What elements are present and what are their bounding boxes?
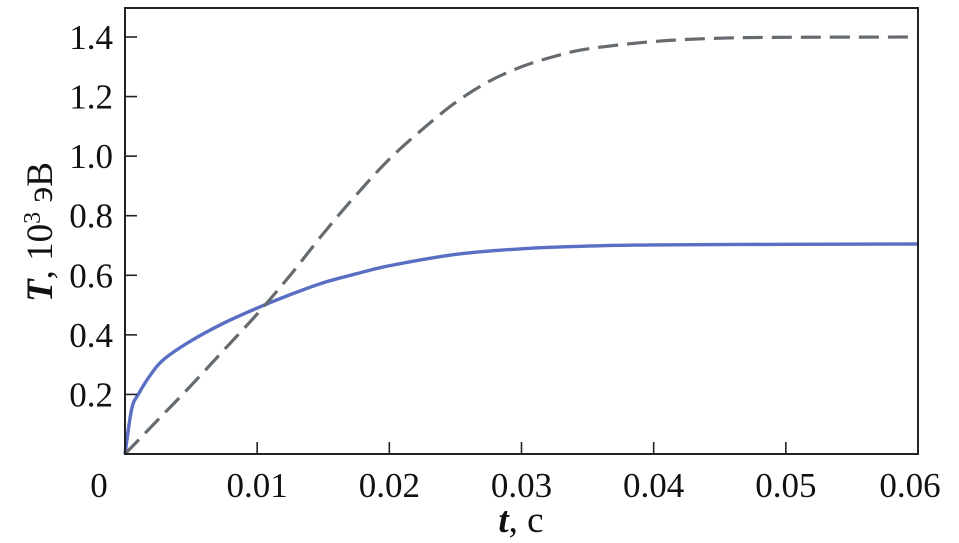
y-tick-label: 1.0 xyxy=(69,137,113,176)
series-line-dashed xyxy=(123,35,919,456)
x-tick-label: 0 xyxy=(90,466,108,505)
y-tick-label: 1.2 xyxy=(69,78,113,117)
y-tick-label: 0.2 xyxy=(69,375,113,414)
y-axis: 0.2 0.4 0.6 0.8 1.0 1.2 1.4 xyxy=(69,18,137,414)
x-axis-label-unit: , с xyxy=(509,500,544,541)
y-axis-label-var: T xyxy=(20,278,61,302)
y-tick-label: 0.4 xyxy=(69,316,113,355)
y-axis-label: T, 103 эВ xyxy=(20,162,61,302)
series-layer xyxy=(123,35,919,456)
x-tick-label: 0.03 xyxy=(491,466,552,505)
x-tick-label: 0.05 xyxy=(755,466,816,505)
x-tick-label: 0.02 xyxy=(359,466,420,505)
x-tick-label: 0.04 xyxy=(623,466,684,505)
y-axis-label-sup: 3 xyxy=(20,212,46,224)
y-tick-label: 1.4 xyxy=(69,18,113,57)
x-tick-label: 0.01 xyxy=(227,466,288,505)
x-axis: 0 0.01 0.02 0.03 0.04 0.05 0.06 xyxy=(90,442,941,505)
y-axis-label-unit: эВ xyxy=(20,162,61,212)
y-tick-label: 0.6 xyxy=(69,256,113,295)
series-line-solid xyxy=(123,242,919,455)
x-axis-label-var: t xyxy=(498,500,510,541)
x-axis-label: t, с xyxy=(498,500,543,541)
x-tick-label: 0.06 xyxy=(879,466,940,505)
y-tick-label: 0.8 xyxy=(69,197,113,236)
y-axis-label-text: , 10 xyxy=(20,224,61,280)
plot-frame xyxy=(124,7,919,455)
